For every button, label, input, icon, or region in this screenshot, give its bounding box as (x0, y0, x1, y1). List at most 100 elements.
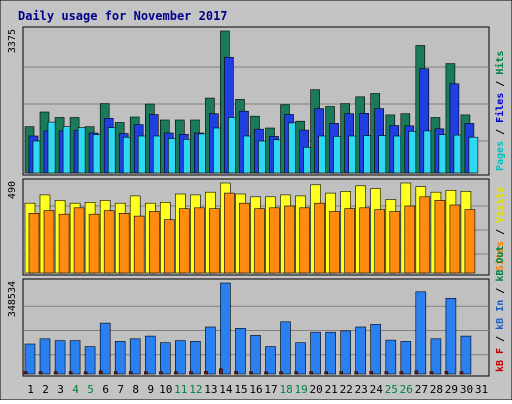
bar-kb-f-19 (294, 371, 298, 375)
x-tick-label: 18 (279, 383, 292, 396)
chart-title: Daily usage for November 2017 (18, 9, 228, 23)
bar-sites-15 (239, 202, 250, 274)
panel-kb: 348534 kB F / kB In / kB Out (7, 246, 506, 377)
bar-kb-in-27 (415, 291, 427, 375)
x-axis-labels: 1 2 3 4 5 6 7 8 9 10 11 12 13 14 15 16 17 18 19 20 21 22 23 24 2… (27, 383, 488, 396)
legend-entry: / (495, 330, 506, 348)
bar-kb-f-23 (354, 371, 359, 375)
x-tick-label: 11 (174, 383, 187, 396)
bar-kb-f-13 (204, 371, 208, 375)
panel-legend: Pages / Files / Hits (494, 51, 506, 171)
bar-sites-27 (419, 196, 431, 274)
bar-kb-f-7 (113, 371, 118, 375)
bar-kb-in-4 (69, 340, 81, 375)
bar-sites-30 (464, 209, 476, 274)
x-tick-label: 22 (340, 383, 353, 396)
bar-kb-in-16 (250, 335, 261, 375)
bar-kb-f-22 (339, 371, 344, 375)
legend-entry: kB F (495, 348, 506, 372)
bar-kb-f-30 (459, 371, 464, 375)
bar-kb-in-15 (235, 327, 246, 375)
x-tick-label: 26 (400, 383, 413, 396)
bar-sites-20 (314, 202, 325, 274)
bar-kb-in-8 (129, 338, 141, 375)
x-tick-label: 16 (249, 383, 262, 396)
bar-kb-in-28 (430, 338, 442, 375)
bar-kb-f-5 (83, 371, 88, 375)
x-tick-label: 2 (42, 383, 49, 396)
legend-entry: Pages (495, 141, 506, 171)
bar-kb-in-7 (114, 341, 126, 375)
x-tick-label: 14 (219, 383, 233, 396)
bar-kb-f-3 (53, 371, 58, 375)
bar-kb-in-1 (24, 343, 36, 375)
bar-sites-1 (28, 213, 40, 274)
x-tick-label: 1 (27, 383, 34, 396)
bar-kb-f-25 (384, 371, 389, 375)
x-tick-label: 6 (102, 383, 109, 396)
y-max-label: 348534 (7, 281, 18, 317)
bar-sites-29 (449, 204, 461, 274)
legend-entry: / (495, 282, 506, 300)
bar-kb-in-20 (310, 331, 321, 375)
x-tick-label: 8 (132, 383, 139, 396)
panel-legend: kB F / kB In / kB Out (495, 246, 506, 372)
bar-kb-in-22 (340, 330, 352, 375)
bar-kb-in-17 (265, 346, 276, 375)
bar-kb-in-12 (190, 341, 201, 375)
bar-sites-14 (224, 192, 235, 274)
bar-kb-f-2 (38, 371, 43, 375)
x-tick-label: 13 (204, 383, 217, 396)
x-tick-label: 27 (415, 383, 428, 396)
bar-kb-f-12 (189, 371, 193, 375)
bar-kb-f-29 (444, 371, 449, 375)
bar-kb-f-15 (234, 371, 238, 375)
bar-kb-f-26 (399, 371, 404, 375)
y-max-label: 3375 (7, 29, 18, 53)
x-tick-label: 23 (355, 383, 368, 396)
x-tick-label: 4 (72, 383, 79, 396)
bar-sites-17 (269, 207, 280, 274)
x-tick-label: 19 (294, 383, 307, 396)
panel-visits-sites: 490 Sites / Visits (7, 178, 506, 276)
bar-kb-in-11 (175, 340, 186, 375)
bar-kb-f-27 (414, 370, 419, 375)
chart-panels: 3375 Pages / Files / Hits 490 Sites / Visit… (7, 26, 506, 377)
bar-kb-in-3 (54, 340, 66, 375)
legend-entry: / (495, 123, 506, 141)
bar-kb-f-24 (369, 371, 374, 375)
bar-kb-in-25 (385, 339, 397, 375)
legend-entry: kB Out (495, 246, 506, 282)
legend-entry: Files (494, 93, 506, 123)
bar-kb-f-28 (429, 371, 434, 375)
bar-sites-22 (344, 208, 356, 274)
bar-kb-in-6 (99, 322, 111, 375)
bar-sites-5 (88, 213, 100, 274)
x-tick-label: 10 (159, 383, 172, 396)
panel-legend: Sites / Visits (494, 187, 506, 271)
bar-sites-16 (254, 208, 265, 274)
bar-sites-11 (179, 208, 190, 274)
x-tick-label: 9 (147, 383, 154, 396)
x-tick-label: 31 (475, 383, 488, 396)
x-tick-label: 12 (189, 383, 202, 396)
legend-entry: Sites (494, 241, 506, 271)
legend-entry: Hits (494, 51, 506, 75)
bar-sites-23 (359, 207, 371, 274)
bar-pages-30 (468, 136, 479, 174)
bar-kb-in-5 (84, 346, 96, 375)
bar-kb-f-21 (324, 371, 328, 375)
bar-kb-in-13 (205, 326, 216, 375)
bar-kb-f-14 (219, 368, 223, 375)
bar-kb-f-16 (249, 371, 253, 375)
bar-kb-f-11 (174, 371, 178, 375)
bar-sites-24 (374, 209, 386, 274)
bar-kb-in-30 (460, 335, 472, 375)
x-tick-label: 25 (385, 383, 398, 396)
legend-entry: kB In (495, 300, 506, 330)
bar-sites-12 (194, 207, 205, 274)
bar-sites-9 (149, 211, 160, 274)
legend-entry: Visits (494, 187, 506, 223)
bar-sites-6 (103, 210, 115, 274)
